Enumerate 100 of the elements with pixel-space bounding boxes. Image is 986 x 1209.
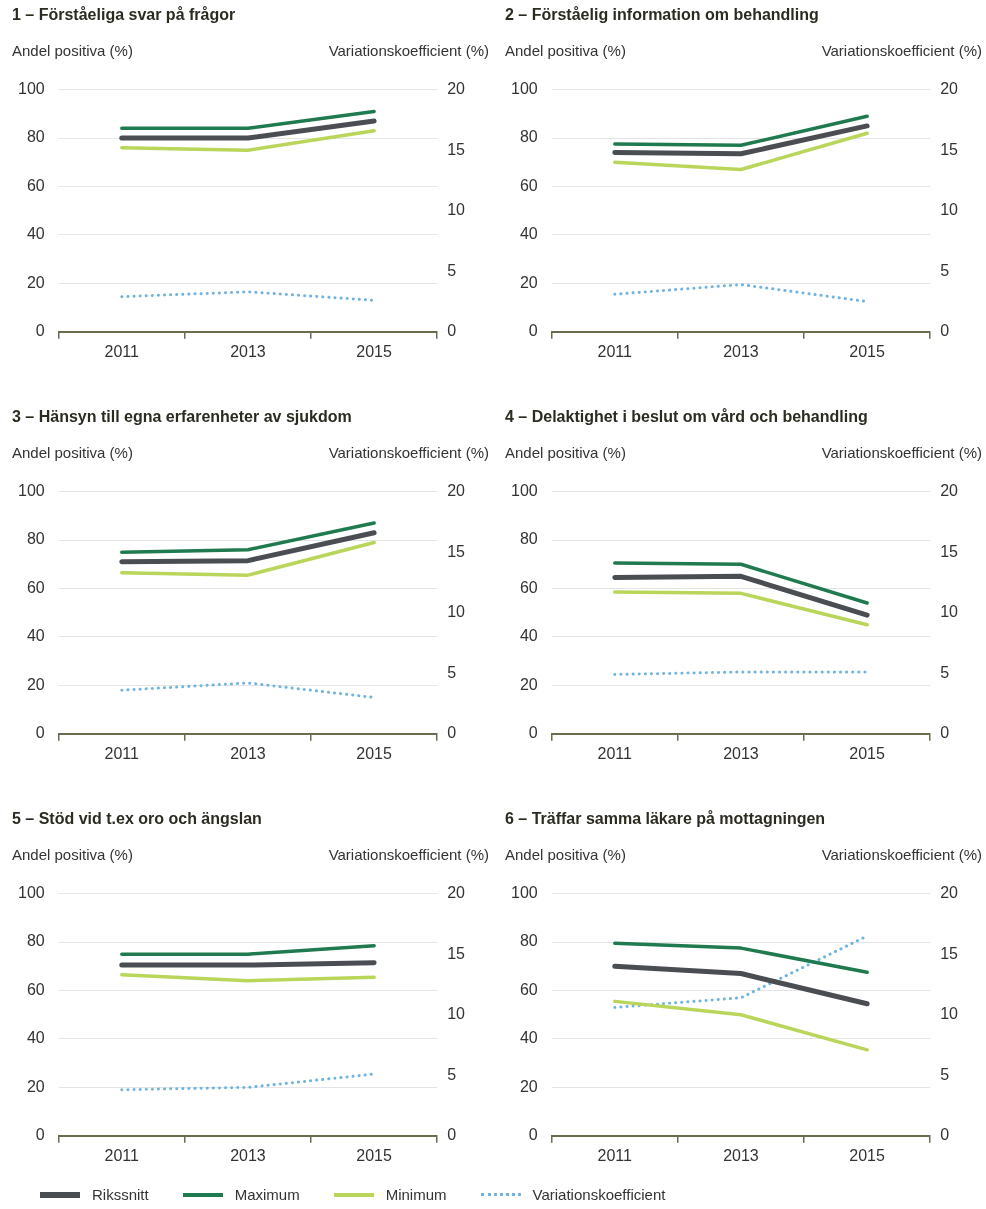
y2-tick-label: 0 xyxy=(940,322,950,340)
y-axis-title: Andel positiva (%) xyxy=(505,846,626,863)
y-tick-label: 0 xyxy=(35,322,45,340)
chart-title: 2 – Förståelig information om behandling xyxy=(505,6,819,24)
y-tick-label: 80 xyxy=(519,932,538,950)
x-tick-label: 2013 xyxy=(230,342,266,360)
x-tick-label: 2015 xyxy=(849,342,886,360)
y-tick-label: 0 xyxy=(35,724,45,742)
y-tick-label: 100 xyxy=(17,884,45,902)
y-tick-label: 20 xyxy=(519,273,538,291)
y-tick-label: 60 xyxy=(519,176,538,194)
y2-tick-label: 20 xyxy=(940,884,959,902)
y2-tick-label: 20 xyxy=(447,884,466,902)
x-tick-label: 2013 xyxy=(723,744,759,762)
y2-tick-label: 0 xyxy=(447,724,457,742)
y2-axis-title: Variationskoefficient (%) xyxy=(821,846,982,863)
y-tick-label: 20 xyxy=(26,1077,45,1095)
y-axis-title: Andel positiva (%) xyxy=(12,42,133,59)
y-tick-label: 80 xyxy=(519,530,538,548)
y2-tick-label: 20 xyxy=(940,482,959,500)
y2-tick-label: 5 xyxy=(940,663,950,681)
y2-tick-label: 0 xyxy=(940,1126,950,1144)
y2-tick-label: 5 xyxy=(447,261,457,279)
chart-title: 1 – Förståeliga svar på frågor xyxy=(12,6,236,24)
x-tick-label: 2015 xyxy=(356,342,393,360)
y2-tick-label: 15 xyxy=(940,542,959,560)
y-tick-label: 0 xyxy=(528,1126,538,1144)
y-tick-label: 20 xyxy=(519,1077,538,1095)
y-tick-label: 60 xyxy=(519,980,538,998)
y-axis-title: Andel positiva (%) xyxy=(505,444,626,461)
y2-axis-title: Variationskoefficient (%) xyxy=(821,42,982,59)
legend-label: Minimum xyxy=(385,1186,447,1203)
y2-tick-label: 10 xyxy=(447,1005,466,1023)
y-tick-label: 60 xyxy=(26,980,45,998)
x-tick-label: 2011 xyxy=(104,1146,140,1164)
x-tick-label: 2011 xyxy=(597,744,633,762)
y-tick-label: 60 xyxy=(26,578,45,596)
y-tick-label: 40 xyxy=(26,627,45,645)
y2-tick-label: 5 xyxy=(940,1065,950,1083)
y2-tick-label: 10 xyxy=(940,201,959,219)
y-tick-label: 100 xyxy=(17,80,45,98)
y-tick-label: 40 xyxy=(26,1029,45,1047)
y-tick-label: 40 xyxy=(519,1029,538,1047)
y2-axis-title: Variationskoefficient (%) xyxy=(328,846,489,863)
y2-tick-label: 0 xyxy=(447,1126,457,1144)
x-tick-label: 2015 xyxy=(356,744,393,762)
x-tick-label: 2013 xyxy=(723,342,759,360)
x-tick-label: 2015 xyxy=(849,1146,886,1164)
y2-tick-label: 15 xyxy=(447,944,466,962)
y-tick-label: 60 xyxy=(26,176,45,194)
y-tick-label: 0 xyxy=(35,1126,45,1144)
y-tick-label: 40 xyxy=(519,627,538,645)
y-tick-label: 80 xyxy=(519,128,538,146)
chart-title: 5 – Stöd vid t.ex oro och ängslan xyxy=(12,810,262,828)
y2-tick-label: 5 xyxy=(940,261,950,279)
y-axis-title: Andel positiva (%) xyxy=(505,42,626,59)
x-tick-label: 2011 xyxy=(597,342,633,360)
y2-tick-label: 15 xyxy=(940,140,959,158)
x-tick-label: 2015 xyxy=(356,1146,393,1164)
y-tick-label: 80 xyxy=(26,128,45,146)
y2-tick-label: 15 xyxy=(447,140,466,158)
y2-tick-label: 20 xyxy=(940,80,959,98)
y-tick-label: 80 xyxy=(26,932,45,950)
y2-tick-label: 10 xyxy=(940,603,959,621)
x-tick-label: 2013 xyxy=(230,1146,266,1164)
y2-tick-label: 5 xyxy=(447,663,457,681)
y-tick-label: 20 xyxy=(26,273,45,291)
y-tick-label: 100 xyxy=(510,482,538,500)
y2-axis-title: Variationskoefficient (%) xyxy=(328,42,489,59)
y-tick-label: 100 xyxy=(17,482,45,500)
y2-axis-title: Variationskoefficient (%) xyxy=(821,444,982,461)
y-axis-title: Andel positiva (%) xyxy=(12,444,133,461)
x-tick-label: 2013 xyxy=(230,744,266,762)
y-tick-label: 20 xyxy=(519,675,538,693)
y2-tick-label: 20 xyxy=(447,482,466,500)
y2-tick-label: 0 xyxy=(447,322,457,340)
y-tick-label: 80 xyxy=(26,530,45,548)
y2-tick-label: 10 xyxy=(447,603,466,621)
y2-tick-label: 5 xyxy=(447,1065,457,1083)
y-tick-label: 100 xyxy=(510,80,538,98)
y2-axis-title: Variationskoefficient (%) xyxy=(328,444,489,461)
y-tick-label: 100 xyxy=(510,884,538,902)
legend-label: Maximum xyxy=(234,1186,300,1203)
chart-title: 6 – Träffar samma läkare på mottagningen xyxy=(505,810,826,828)
y-tick-label: 40 xyxy=(26,225,45,243)
y2-tick-label: 10 xyxy=(447,201,466,219)
y2-tick-label: 15 xyxy=(447,542,466,560)
x-tick-label: 2011 xyxy=(597,1146,633,1164)
y2-tick-label: 10 xyxy=(940,1005,959,1023)
y-tick-label: 0 xyxy=(528,724,538,742)
x-tick-label: 2011 xyxy=(104,744,140,762)
y-axis-title: Andel positiva (%) xyxy=(12,846,133,863)
legend-label: Rikssnitt xyxy=(92,1186,149,1203)
legend-label: Variationskoefficient xyxy=(532,1186,666,1203)
x-tick-label: 2015 xyxy=(849,744,886,762)
y2-tick-label: 15 xyxy=(940,944,959,962)
y2-tick-label: 0 xyxy=(940,724,950,742)
y2-tick-label: 20 xyxy=(447,80,466,98)
x-tick-label: 2011 xyxy=(104,342,140,360)
chart-title: 3 – Hänsyn till egna erfarenheter av sjukdom xyxy=(12,408,352,426)
